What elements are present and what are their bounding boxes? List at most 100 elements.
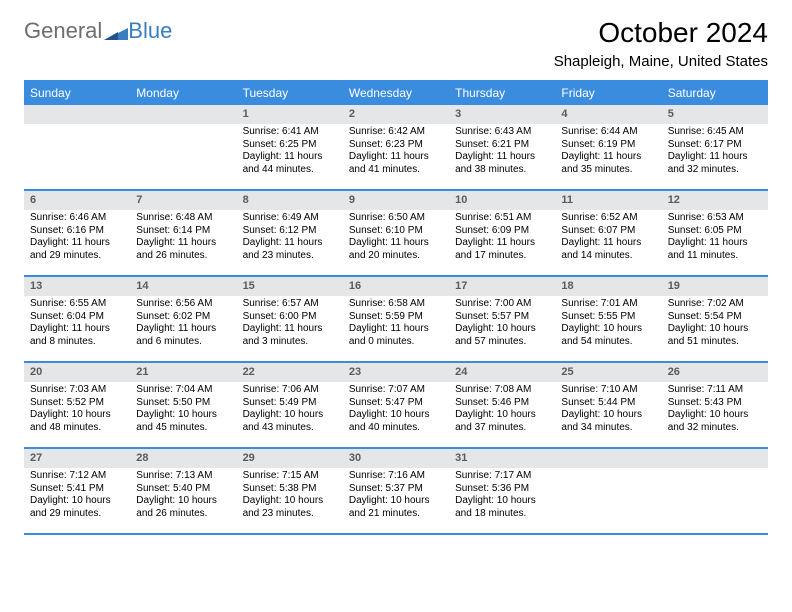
sunset: Sunset: 6:16 PM (30, 225, 124, 238)
day-number: 14 (130, 277, 236, 296)
day-body: Sunrise: 6:44 AMSunset: 6:19 PMDaylight:… (555, 124, 661, 180)
day-body: Sunrise: 6:49 AMSunset: 6:12 PMDaylight:… (237, 210, 343, 266)
sunrise: Sunrise: 6:44 AM (561, 126, 655, 139)
sunrise: Sunrise: 7:13 AM (136, 470, 230, 483)
calendar-day-cell: 23Sunrise: 7:07 AMSunset: 5:47 PMDayligh… (343, 363, 449, 447)
calendar-week-row: 1Sunrise: 6:41 AMSunset: 6:25 PMDaylight… (24, 105, 768, 191)
calendar-day-cell: 7Sunrise: 6:48 AMSunset: 6:14 PMDaylight… (130, 191, 236, 275)
calendar-header-cell: Wednesday (343, 82, 449, 104)
location: Shapleigh, Maine, United States (554, 53, 768, 70)
day-number: 29 (237, 449, 343, 468)
day-body: Sunrise: 6:52 AMSunset: 6:07 PMDaylight:… (555, 210, 661, 266)
daylight: Daylight: 11 hours and 23 minutes. (243, 237, 337, 262)
sunset: Sunset: 5:52 PM (30, 397, 124, 410)
daylight: Daylight: 11 hours and 32 minutes. (668, 151, 762, 176)
daylight: Daylight: 10 hours and 43 minutes. (243, 409, 337, 434)
sunset: Sunset: 6:17 PM (668, 139, 762, 152)
day-number: 6 (24, 191, 130, 210)
top-bar: General Blue October 2024 Shapleigh, Mai… (24, 18, 768, 70)
day-body: Sunrise: 6:45 AMSunset: 6:17 PMDaylight:… (662, 124, 768, 180)
day-number: 27 (24, 449, 130, 468)
day-number: 21 (130, 363, 236, 382)
day-body: Sunrise: 6:56 AMSunset: 6:02 PMDaylight:… (130, 296, 236, 352)
day-number: 3 (449, 105, 555, 124)
daylight: Daylight: 11 hours and 11 minutes. (668, 237, 762, 262)
sunset: Sunset: 6:07 PM (561, 225, 655, 238)
logo: General Blue (24, 18, 172, 44)
calendar-day-cell: 27Sunrise: 7:12 AMSunset: 5:41 PMDayligh… (24, 449, 130, 533)
sunrise: Sunrise: 7:00 AM (455, 298, 549, 311)
day-body: Sunrise: 7:04 AMSunset: 5:50 PMDaylight:… (130, 382, 236, 438)
logo-blue: Blue (128, 18, 172, 44)
day-number: 23 (343, 363, 449, 382)
calendar-empty-cell (555, 449, 661, 533)
sunset: Sunset: 5:40 PM (136, 483, 230, 496)
calendar-empty-cell (130, 105, 236, 189)
sunset: Sunset: 5:55 PM (561, 311, 655, 324)
day-number: 19 (662, 277, 768, 296)
sunrise: Sunrise: 6:57 AM (243, 298, 337, 311)
sunrise: Sunrise: 7:17 AM (455, 470, 549, 483)
day-body: Sunrise: 6:42 AMSunset: 6:23 PMDaylight:… (343, 124, 449, 180)
sunrise: Sunrise: 6:52 AM (561, 212, 655, 225)
sunrise: Sunrise: 7:12 AM (30, 470, 124, 483)
daylight: Daylight: 11 hours and 6 minutes. (136, 323, 230, 348)
day-number: 2 (343, 105, 449, 124)
calendar-day-cell: 21Sunrise: 7:04 AMSunset: 5:50 PMDayligh… (130, 363, 236, 447)
day-number-blank (130, 105, 236, 124)
calendar-empty-cell (24, 105, 130, 189)
day-number: 22 (237, 363, 343, 382)
daylight: Daylight: 10 hours and 26 minutes. (136, 495, 230, 520)
calendar-day-cell: 4Sunrise: 6:44 AMSunset: 6:19 PMDaylight… (555, 105, 661, 189)
sunset: Sunset: 5:47 PM (349, 397, 443, 410)
sunset: Sunset: 6:21 PM (455, 139, 549, 152)
calendar-header-cell: Friday (555, 82, 661, 104)
sunset: Sunset: 5:59 PM (349, 311, 443, 324)
daylight: Daylight: 11 hours and 14 minutes. (561, 237, 655, 262)
daylight: Daylight: 10 hours and 29 minutes. (30, 495, 124, 520)
day-body: Sunrise: 7:15 AMSunset: 5:38 PMDaylight:… (237, 468, 343, 524)
day-number: 26 (662, 363, 768, 382)
calendar-day-cell: 14Sunrise: 6:56 AMSunset: 6:02 PMDayligh… (130, 277, 236, 361)
calendar-day-cell: 9Sunrise: 6:50 AMSunset: 6:10 PMDaylight… (343, 191, 449, 275)
day-number: 30 (343, 449, 449, 468)
calendar-header-cell: Sunday (24, 82, 130, 104)
sunrise: Sunrise: 6:43 AM (455, 126, 549, 139)
day-body: Sunrise: 7:11 AMSunset: 5:43 PMDaylight:… (662, 382, 768, 438)
sunset: Sunset: 5:37 PM (349, 483, 443, 496)
sunset: Sunset: 6:09 PM (455, 225, 549, 238)
calendar-day-cell: 6Sunrise: 6:46 AMSunset: 6:16 PMDaylight… (24, 191, 130, 275)
daylight: Daylight: 11 hours and 41 minutes. (349, 151, 443, 176)
day-number: 13 (24, 277, 130, 296)
daylight: Daylight: 11 hours and 20 minutes. (349, 237, 443, 262)
day-body: Sunrise: 7:08 AMSunset: 5:46 PMDaylight:… (449, 382, 555, 438)
sunset: Sunset: 5:36 PM (455, 483, 549, 496)
day-body: Sunrise: 6:51 AMSunset: 6:09 PMDaylight:… (449, 210, 555, 266)
calendar-day-cell: 31Sunrise: 7:17 AMSunset: 5:36 PMDayligh… (449, 449, 555, 533)
calendar-day-cell: 24Sunrise: 7:08 AMSunset: 5:46 PMDayligh… (449, 363, 555, 447)
sunset: Sunset: 6:14 PM (136, 225, 230, 238)
day-number: 9 (343, 191, 449, 210)
calendar-header-cell: Monday (130, 82, 236, 104)
sunset: Sunset: 6:23 PM (349, 139, 443, 152)
day-number: 5 (662, 105, 768, 124)
daylight: Daylight: 10 hours and 32 minutes. (668, 409, 762, 434)
calendar-day-cell: 1Sunrise: 6:41 AMSunset: 6:25 PMDaylight… (237, 105, 343, 189)
logo-mark-icon (104, 22, 128, 40)
calendar-day-cell: 19Sunrise: 7:02 AMSunset: 5:54 PMDayligh… (662, 277, 768, 361)
day-number: 8 (237, 191, 343, 210)
day-body: Sunrise: 7:02 AMSunset: 5:54 PMDaylight:… (662, 296, 768, 352)
day-number: 18 (555, 277, 661, 296)
sunrise: Sunrise: 7:04 AM (136, 384, 230, 397)
sunrise: Sunrise: 6:41 AM (243, 126, 337, 139)
sunset: Sunset: 5:38 PM (243, 483, 337, 496)
sunrise: Sunrise: 6:46 AM (30, 212, 124, 225)
day-number: 12 (662, 191, 768, 210)
daylight: Daylight: 10 hours and 34 minutes. (561, 409, 655, 434)
sunset: Sunset: 5:57 PM (455, 311, 549, 324)
day-number: 7 (130, 191, 236, 210)
day-body: Sunrise: 7:07 AMSunset: 5:47 PMDaylight:… (343, 382, 449, 438)
calendar-header-row: SundayMondayTuesdayWednesdayThursdayFrid… (24, 82, 768, 105)
day-number: 4 (555, 105, 661, 124)
sunrise: Sunrise: 6:53 AM (668, 212, 762, 225)
